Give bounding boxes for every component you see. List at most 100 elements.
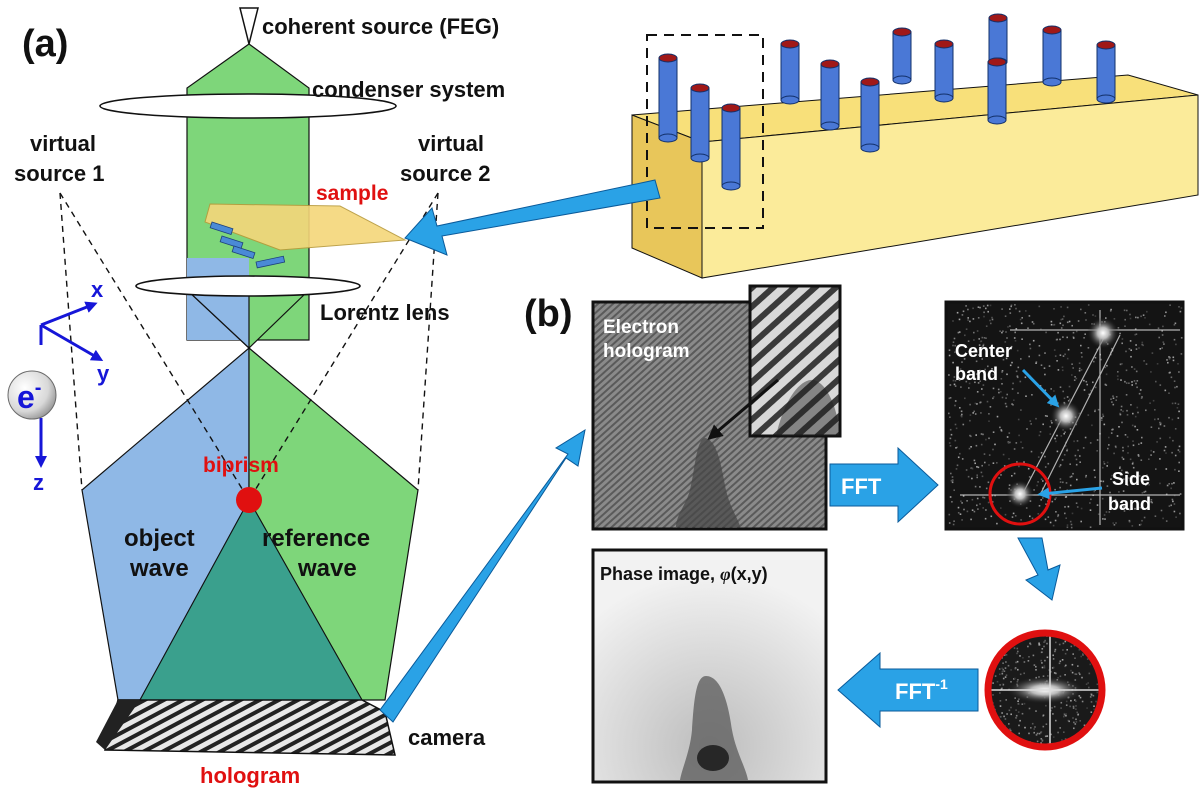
speckle-dot: [1071, 363, 1073, 365]
speckle-dot: [1035, 710, 1037, 712]
speckle-dot: [974, 462, 976, 465]
speckle-dot: [1151, 352, 1154, 354]
speckle-dot: [991, 318, 994, 321]
speckle-dot: [1090, 711, 1093, 713]
speckle-dot: [990, 723, 993, 725]
speckle-dot: [990, 515, 993, 518]
nanopillar-base: [721, 181, 741, 191]
nanopillar-top: [658, 53, 678, 63]
speckle-dot: [1179, 310, 1182, 313]
speckle-dot: [975, 434, 977, 436]
speckle-dot: [1051, 500, 1054, 503]
nanopillar-top: [1096, 40, 1116, 50]
speckle-dot: [1060, 318, 1063, 321]
speckle-dot: [999, 426, 1001, 429]
speckle-dot: [1163, 449, 1166, 452]
speckle-dot: [1141, 396, 1143, 398]
speckle-dot: [1067, 348, 1070, 351]
speckle-dot: [1061, 739, 1063, 741]
speckle-dot: [1083, 724, 1086, 727]
speckle-dot: [1131, 508, 1133, 510]
speckle-dot: [954, 404, 956, 407]
speckle-dot: [969, 414, 972, 416]
speckle-dot: [1143, 360, 1145, 362]
speckle-dot: [975, 373, 978, 375]
speckle-dot: [999, 684, 1001, 686]
speckle-dot: [1007, 442, 1010, 444]
panel-a: (a) coherent source (FEG) condenser syst…: [7, 7, 505, 788]
nanopillar-base: [892, 75, 912, 85]
speckle-dot: [966, 510, 969, 513]
speckle-dot: [1071, 324, 1073, 327]
speckle-dot: [1011, 475, 1013, 477]
speckle-dot: [1078, 367, 1081, 370]
speckle-dot: [1023, 461, 1025, 463]
speckle-dot: [1044, 735, 1047, 738]
speckle-dot: [1055, 497, 1057, 499]
speckle-dot: [1130, 499, 1133, 502]
speckle-dot: [992, 682, 994, 684]
speckle-dot: [976, 476, 978, 479]
speckle-dot: [1018, 465, 1020, 468]
speckle-dot: [1042, 497, 1044, 499]
speckle-dot: [1073, 379, 1076, 381]
axis-z-label: z: [33, 470, 44, 495]
speckle-dot: [1093, 469, 1096, 471]
nanopillar-top: [988, 13, 1008, 23]
speckle-dot: [1100, 635, 1101, 638]
speckle-dot: [994, 443, 996, 446]
speckle-dot: [1125, 394, 1128, 396]
speckle-dot: [1064, 640, 1067, 643]
ifft-arrow: [837, 651, 979, 729]
speckle-dot: [1173, 324, 1176, 326]
speckle-dot: [1129, 317, 1132, 320]
speckle-dot: [1028, 355, 1030, 358]
speckle-dot: [1005, 699, 1007, 701]
speckle-dot: [1089, 502, 1091, 504]
speckle-dot: [1024, 376, 1027, 379]
speckle-dot: [1166, 484, 1169, 487]
speckle-dot: [980, 433, 983, 435]
speckle-dot: [973, 370, 976, 373]
speckle-dot: [960, 386, 962, 388]
speckle-dot: [1084, 735, 1087, 738]
speckle-dot: [969, 403, 971, 406]
speckle-dot: [993, 396, 995, 398]
speckle-dot: [1083, 337, 1085, 339]
speckle-dot: [1013, 472, 1016, 475]
speckle-dot: [1072, 717, 1074, 719]
speckle-dot: [1012, 404, 1014, 406]
speckle-dot: [1015, 714, 1018, 717]
speckle-dot: [1062, 642, 1065, 645]
speckle-dot: [1018, 434, 1020, 437]
speckle-dot: [952, 523, 955, 526]
speckle-dot: [1156, 363, 1159, 365]
speckle-dot: [1087, 414, 1090, 416]
speckle-dot: [973, 331, 975, 334]
speckle-dot: [1139, 506, 1142, 509]
speckle-dot: [1129, 458, 1132, 461]
speckle-dot: [967, 308, 969, 311]
speckle-dot: [968, 447, 971, 450]
speckle-dot: [1128, 382, 1130, 384]
speckle-dot: [1079, 455, 1081, 457]
speckle-dot: [1040, 478, 1043, 481]
speckle-dot: [1125, 350, 1127, 353]
speckle-dot: [1073, 440, 1075, 443]
speckle-dot: [997, 646, 1000, 648]
speckle-dot: [1135, 316, 1137, 319]
speckle-dot: [965, 305, 967, 307]
speckle-dot: [981, 358, 983, 360]
center-band-line1: Center: [955, 341, 1012, 361]
speckle-dot: [984, 517, 987, 520]
speckle-dot: [990, 720, 993, 723]
speckle-dot: [1001, 370, 1004, 372]
speckle-dot: [1028, 656, 1030, 658]
speckle-dot: [1151, 501, 1153, 504]
speckle-dot: [992, 431, 995, 433]
speckle-dot: [1079, 696, 1082, 699]
speckle-dot: [994, 739, 997, 741]
speckle-dot: [948, 522, 951, 524]
speckle-dot: [1129, 313, 1131, 316]
speckle-dot: [1050, 671, 1052, 673]
